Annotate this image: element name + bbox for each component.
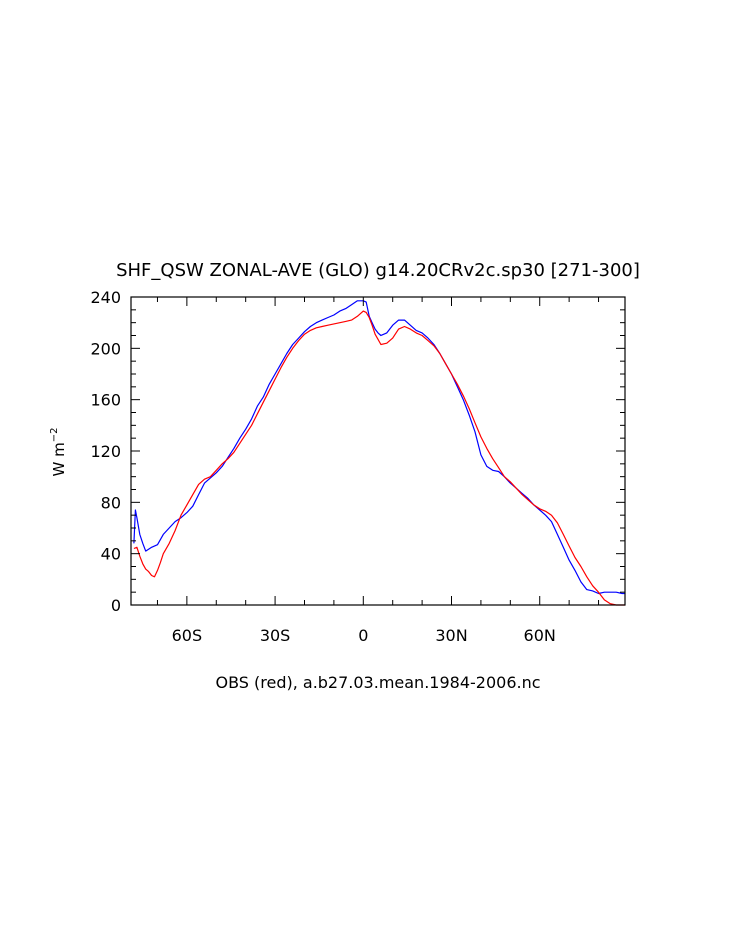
x-tick-label: 30S xyxy=(260,626,291,645)
y-tick-label: 80 xyxy=(101,493,121,512)
plot-frame xyxy=(130,296,626,606)
axis-ticks: 60S 30S 0 30N 60N 0 40 80 120 160 200 240 xyxy=(90,288,625,645)
x-tick-label: 0 xyxy=(358,626,368,645)
y-tick-label: 120 xyxy=(90,442,121,461)
y-axis-label-superscript: −2 xyxy=(49,428,60,443)
x-axis-label: OBS (red), a.b27.03.mean.1984-2006.nc xyxy=(215,673,540,692)
y-tick-label: 200 xyxy=(90,339,121,358)
plot-area xyxy=(133,300,625,606)
y-axis-label: W m−2 xyxy=(49,428,68,477)
chart-title: SHF_QSW ZONAL-AVE (GLO) g14.20CRv2c.sp30… xyxy=(116,260,640,281)
series-line-1 xyxy=(133,300,625,595)
y-axis-label-main: W m xyxy=(50,442,68,476)
y-tick-label: 40 xyxy=(101,545,121,564)
x-tick-label: 30N xyxy=(435,626,467,645)
y-tick-label: 240 xyxy=(90,288,121,307)
x-tick-label: 60N xyxy=(524,626,556,645)
y-tick-label: 0 xyxy=(111,596,121,615)
series-line-2 xyxy=(133,310,625,606)
x-tick-label: 60S xyxy=(172,626,203,645)
y-tick-label: 160 xyxy=(90,391,121,410)
